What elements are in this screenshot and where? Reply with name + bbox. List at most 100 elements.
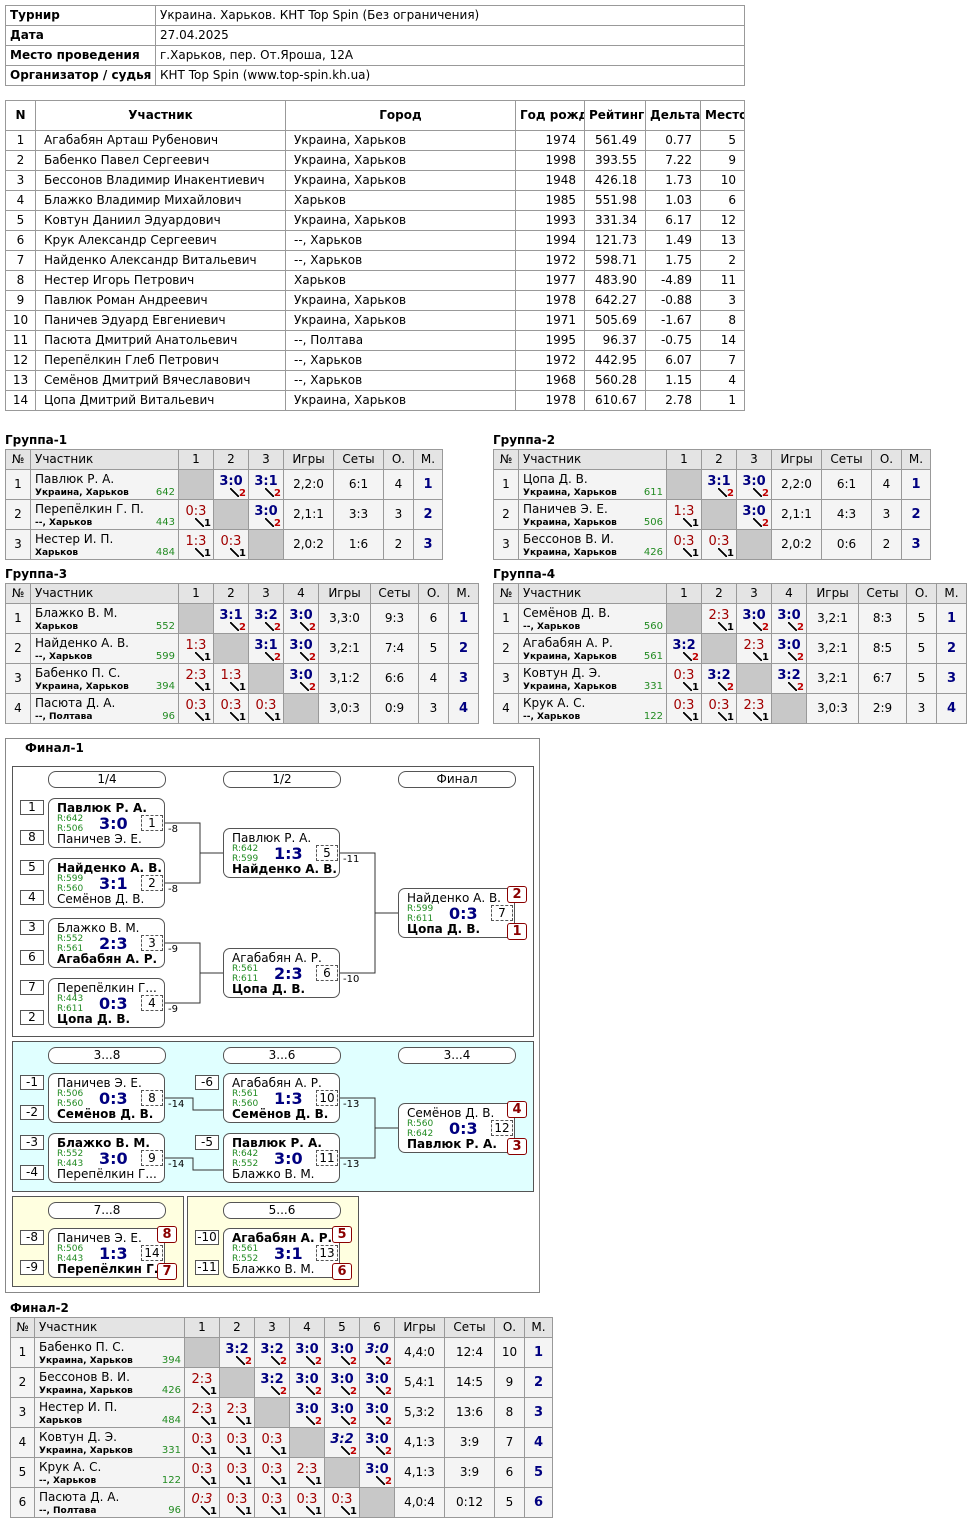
table-cell: Украина, Харьков — [285, 170, 516, 191]
participant-name: Агабабян А. Р. — [523, 636, 613, 650]
stage-label: Финал — [398, 771, 516, 788]
participant-region: Украина, Харьков — [523, 682, 617, 692]
points: 6 — [494, 1457, 525, 1488]
header-cell: Участник — [30, 449, 179, 470]
table-cell: Павлюк Роман Андреевич — [35, 290, 286, 311]
match-box: Агабабян А. Р. R:561 R:560 Семёнов Д. В. 1:3 — [223, 1073, 340, 1123]
table-cell: Паничев Эдуард Евгениевич — [35, 310, 286, 331]
info-value: КНТ Top Spin (www.top-spin.kh.ua) — [155, 65, 745, 86]
match-score: 3:1 — [99, 874, 128, 893]
score-points: 1 — [204, 712, 211, 723]
table-cell: 1995 — [515, 330, 585, 351]
group-title: Группа-1 — [5, 433, 68, 447]
panel-main — [12, 766, 534, 1037]
match-score: 0:3 — [449, 904, 478, 923]
rating-bottom: R:443 — [57, 1254, 84, 1264]
table-cell: Семёнов Дмитрий Вячеславович — [35, 370, 286, 391]
participant-name: Семёнов Д. В. — [523, 606, 611, 620]
table-cell: Украина, Харьков — [285, 150, 516, 171]
place: 2 — [901, 499, 931, 530]
score-cell: 3:2 2 — [771, 663, 807, 694]
sets: 13:6 — [444, 1397, 495, 1428]
score-slash — [201, 1446, 210, 1455]
score-points: 2 — [797, 622, 804, 633]
seed: -2 — [20, 1105, 44, 1120]
sets: 2:9 — [858, 693, 907, 724]
place: 2 — [448, 633, 479, 664]
place: 4 — [524, 1427, 553, 1458]
score-points: 2 — [274, 622, 281, 633]
score-cell: 2:3 1 — [184, 1367, 220, 1398]
loser-to: -8 — [168, 884, 178, 895]
participant-name: Перепёлкин Г. П. — [35, 502, 144, 516]
participant-rating: 394 — [155, 681, 175, 692]
row-number: 1 — [5, 469, 31, 500]
games: 3,1:2 — [318, 663, 371, 694]
score: 3:0 — [365, 1462, 389, 1477]
match-number: 7 — [491, 905, 513, 921]
participant-rating: 443 — [155, 517, 175, 528]
participant-cell: Крук А. С. --, Харьков 122 — [518, 693, 667, 724]
score-slash — [236, 1356, 245, 1365]
score: 2:3 — [708, 608, 730, 623]
rating-bottom: R:561 — [57, 944, 84, 954]
table-cell: 96.37 — [584, 330, 646, 351]
score-points: 1 — [280, 1506, 287, 1517]
score-slash — [230, 682, 239, 691]
rating-top: R:642 — [57, 814, 84, 824]
score-points: 1 — [692, 548, 699, 559]
header-cell: Участник — [518, 449, 667, 470]
score-cell: 0:3 1 — [178, 693, 214, 724]
score-points: 1 — [239, 712, 246, 723]
score-slash — [718, 682, 727, 691]
table-cell: 1 — [700, 390, 745, 411]
group-title: Финал-2 — [10, 1301, 69, 1315]
match-score: 1:3 — [99, 1244, 128, 1263]
score-slash — [300, 652, 309, 661]
seed: -4 — [20, 1165, 44, 1180]
points: 4 — [383, 469, 414, 500]
score: 0:3 — [331, 1492, 353, 1507]
loser-to: -8 — [168, 824, 178, 835]
player-bottom: Перепёлкин Г.... — [57, 1262, 173, 1276]
match-number: 8 — [141, 1090, 163, 1106]
rating-bottom: R:552 — [232, 1159, 259, 1169]
participant-name: Нестер И. П. — [39, 1400, 118, 1414]
place: 1 — [507, 923, 527, 940]
score-points: 1 — [204, 652, 211, 663]
table-cell: 1977 — [515, 270, 585, 291]
table-cell: 14 — [700, 330, 745, 351]
score-points: 2 — [315, 1386, 322, 1397]
participant-region: --, Харьков — [523, 712, 581, 722]
row-number: 1 — [493, 469, 519, 500]
score-cell: 3:0 2 — [324, 1337, 360, 1368]
score-cell: 1:3 1 — [666, 499, 702, 530]
seed: 8 — [20, 830, 44, 845]
player-top: Паничев Э. Е. — [57, 1076, 142, 1090]
table-cell: 2.78 — [645, 390, 701, 411]
score-slash — [271, 1356, 280, 1365]
participant-region: Украина, Харьков — [39, 1356, 133, 1366]
header-cell: № — [493, 583, 519, 604]
score-points: 2 — [692, 652, 699, 663]
table-cell: 3 — [5, 170, 36, 191]
match-box: Семёнов Д. В. R:560 R:642 Павлюк Р. А. 0:3 — [398, 1103, 515, 1153]
rating-bottom: R:611 — [232, 974, 259, 984]
table-cell: Украина, Харьков — [285, 390, 516, 411]
match-number: 10 — [316, 1090, 338, 1106]
score: 0:3 — [673, 668, 695, 683]
sets: 9:3 — [370, 603, 419, 634]
score-cell: 3:2 2 — [248, 603, 284, 634]
header-cell: Сеты — [821, 449, 872, 470]
score-points: 1 — [239, 548, 246, 559]
score-slash — [376, 1416, 385, 1425]
player-top: Агабабян А. Р. — [232, 1231, 333, 1245]
games: 3,3:0 — [318, 603, 371, 634]
participant-cell: Пасюта Д. А. --, Полтава 96 — [30, 693, 179, 724]
sets: 0:6 — [821, 529, 872, 560]
score-cell: 3:2 2 — [219, 1337, 255, 1368]
score: 3:0 — [365, 1372, 389, 1387]
score-cell: 0:3 1 — [701, 529, 737, 560]
header-cell: 1 — [178, 583, 214, 604]
header-cell: О. — [383, 449, 414, 470]
